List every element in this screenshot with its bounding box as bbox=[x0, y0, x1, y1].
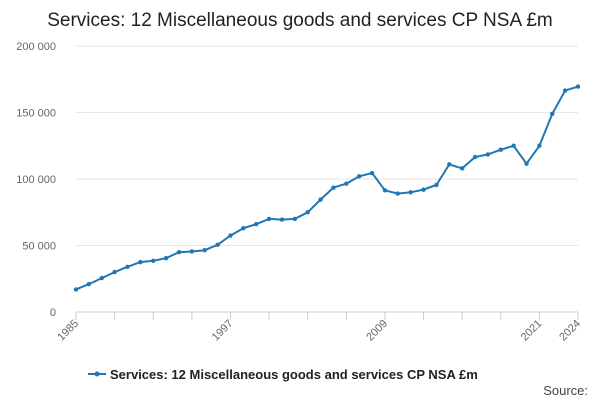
data-point[interactable] bbox=[266, 216, 272, 222]
legend-label: Services: 12 Miscellaneous goods and ser… bbox=[110, 367, 478, 382]
series-group bbox=[73, 84, 581, 292]
data-point[interactable] bbox=[125, 264, 130, 269]
data-point[interactable] bbox=[472, 154, 478, 160]
data-point[interactable] bbox=[537, 143, 542, 148]
y-tick-label: 200 000 bbox=[16, 41, 56, 53]
grid-lines bbox=[76, 45, 578, 246]
x-tick-label: 1997 bbox=[210, 318, 236, 344]
y-tick-label: 100 000 bbox=[16, 174, 56, 186]
data-point[interactable] bbox=[575, 84, 581, 89]
data-point[interactable] bbox=[421, 187, 426, 192]
legend[interactable]: Services: 12 Miscellaneous goods and ser… bbox=[88, 367, 478, 382]
data-point[interactable] bbox=[356, 174, 362, 179]
data-point[interactable] bbox=[202, 247, 207, 253]
y-axis-ticks: 0 50 000 100 000 150 000 200 000 bbox=[16, 41, 56, 319]
data-point[interactable] bbox=[459, 166, 465, 171]
data-point[interactable] bbox=[292, 216, 298, 222]
data-point[interactable] bbox=[279, 217, 285, 222]
data-point[interactable] bbox=[524, 161, 529, 166]
data-point[interactable] bbox=[86, 281, 92, 287]
data-point[interactable] bbox=[318, 197, 323, 202]
x-tick-label: 2009 bbox=[364, 318, 390, 344]
data-point[interactable] bbox=[151, 258, 156, 263]
x-tick-label: 1985 bbox=[55, 318, 81, 344]
data-point[interactable] bbox=[550, 111, 555, 117]
data-point[interactable] bbox=[163, 255, 169, 261]
axes bbox=[75, 311, 579, 320]
x-tick-label: 2021 bbox=[519, 318, 545, 344]
data-point[interactable] bbox=[369, 170, 375, 176]
data-point[interactable] bbox=[189, 249, 195, 254]
data-point[interactable] bbox=[434, 182, 439, 188]
chart-title: Services: 12 Miscellaneous goods and ser… bbox=[47, 10, 553, 31]
data-point[interactable] bbox=[254, 222, 259, 227]
x-tick-label: 2024 bbox=[557, 318, 583, 344]
x-axis-ticks: 1985 1997 2009 2021 2024 bbox=[55, 318, 583, 344]
data-point[interactable] bbox=[511, 143, 516, 148]
legend-dot-marker bbox=[94, 371, 100, 377]
data-point[interactable] bbox=[112, 269, 117, 275]
data-point[interactable] bbox=[562, 88, 568, 93]
data-point[interactable] bbox=[138, 259, 143, 265]
data-point[interactable] bbox=[344, 181, 349, 186]
data-point[interactable] bbox=[395, 191, 400, 196]
data-point[interactable] bbox=[241, 226, 246, 231]
series-line bbox=[75, 85, 579, 291]
data-point[interactable] bbox=[408, 190, 413, 195]
data-point[interactable] bbox=[485, 152, 491, 157]
source-label: Source: bbox=[543, 383, 588, 398]
data-point[interactable] bbox=[73, 287, 79, 292]
data-point[interactable] bbox=[305, 210, 310, 215]
data-point[interactable] bbox=[382, 188, 388, 193]
data-point[interactable] bbox=[215, 242, 220, 248]
data-point[interactable] bbox=[447, 162, 452, 167]
data-point[interactable] bbox=[99, 275, 104, 281]
y-tick-label: 50 000 bbox=[22, 241, 56, 253]
data-point[interactable] bbox=[498, 147, 503, 152]
y-tick-label: 150 000 bbox=[16, 108, 56, 120]
data-point[interactable] bbox=[176, 249, 182, 255]
data-point[interactable] bbox=[331, 185, 336, 190]
y-tick-label: 0 bbox=[50, 307, 56, 319]
data-point[interactable] bbox=[228, 233, 233, 238]
